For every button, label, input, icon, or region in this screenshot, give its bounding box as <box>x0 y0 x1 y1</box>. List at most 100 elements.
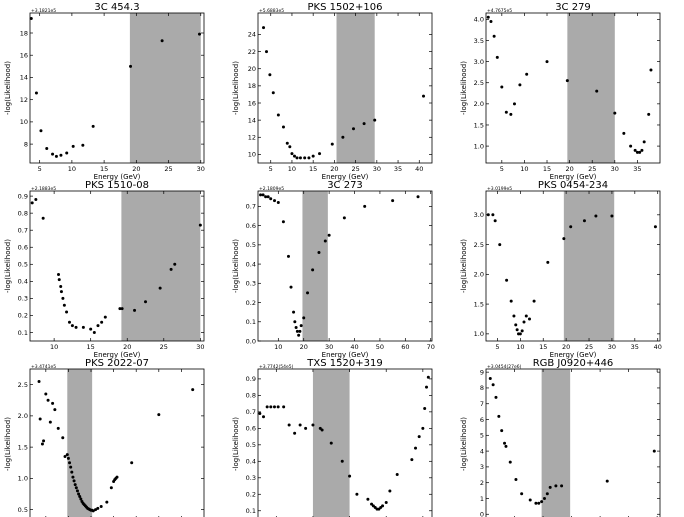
x-tick-label: 15 <box>309 165 317 173</box>
y-tick-label: 2.0 <box>18 412 28 420</box>
x-tick-label: 60 <box>401 343 409 351</box>
y-tick-label: 0.4 <box>18 278 28 286</box>
y-tick-label: 22 <box>248 48 256 56</box>
data-point <box>29 17 33 21</box>
data-point <box>173 262 177 266</box>
offset-label: +3.0454(27e6) <box>487 364 522 370</box>
data-point <box>65 310 69 314</box>
x-tick-label: 10 <box>274 343 282 351</box>
y-tick-label: 0.1 <box>18 329 28 337</box>
data-point <box>363 204 367 208</box>
data-point <box>548 485 552 489</box>
offset-label: +4.7675e5 <box>487 8 512 14</box>
y-tick-label: 3.5 <box>474 37 484 45</box>
data-point <box>294 326 298 330</box>
data-point <box>70 470 74 474</box>
x-tick-label: 25 <box>585 343 593 351</box>
data-point <box>366 497 370 501</box>
x-axis-label: Energy (GeV) <box>94 173 141 181</box>
data-point <box>381 504 385 508</box>
data-point <box>302 316 306 320</box>
data-point <box>191 388 195 392</box>
data-point <box>68 461 72 465</box>
data-point <box>594 214 598 218</box>
data-point <box>71 475 75 479</box>
data-point <box>537 501 541 505</box>
y-tick-label: 0.1 <box>246 318 256 326</box>
data-point <box>330 142 334 146</box>
data-point <box>299 324 303 328</box>
data-point <box>488 376 492 380</box>
y-axis-label: -log(Likelihood) <box>460 61 468 115</box>
y-tick-label: 4.0 <box>474 16 484 24</box>
y-tick-label: 16 <box>248 99 256 107</box>
data-point <box>504 444 508 448</box>
data-point <box>266 195 270 199</box>
panel-5: 3C 273 +2.1809e5 10 20 30 40 50 60 70 0.0 0.1 0.2 0.… <box>232 180 435 359</box>
data-point <box>61 296 65 300</box>
y-tick-label: 2.0 <box>474 271 484 279</box>
data-point <box>542 496 546 500</box>
y-tick-label: 5 <box>480 432 484 440</box>
chart-title: PKS 2022-07 <box>85 358 149 369</box>
x-tick-label: 20 <box>565 165 573 173</box>
axes-frame <box>257 12 433 164</box>
x-axis-label: Energy (GeV) <box>322 173 369 181</box>
data-point <box>514 323 518 327</box>
data-point <box>647 112 651 116</box>
data-point <box>342 216 346 220</box>
y-tick-label: 6 <box>480 416 484 424</box>
x-tick-label: 50 <box>376 343 384 351</box>
offset-label: +5.6883e5 <box>259 8 284 14</box>
y-tick-label: 0 <box>480 511 484 517</box>
shaded-band <box>336 13 375 163</box>
x-tick-label: 15 <box>543 165 551 173</box>
x-tick-label: 30 <box>608 343 616 351</box>
data-point <box>276 113 280 117</box>
data-point <box>259 193 263 197</box>
panel-4: PKS 1510-08 +2.1883e5 10 15 20 25 30 0.1 0.2 0.3 0… <box>4 180 204 359</box>
y-tick-label: 1.5 <box>474 300 484 308</box>
data-point <box>391 199 395 203</box>
y-tick-label: 0.1 <box>246 507 256 515</box>
data-point <box>311 268 315 272</box>
data-point <box>75 489 79 493</box>
data-point <box>40 442 44 446</box>
y-tick-label: 9 <box>480 368 484 376</box>
data-point <box>546 260 550 264</box>
data-point <box>288 145 292 149</box>
data-point <box>524 314 528 318</box>
y-tick-label: 2.5 <box>18 381 28 389</box>
x-tick-label: 10 <box>50 343 58 351</box>
data-point <box>495 55 499 59</box>
data-point <box>67 320 71 324</box>
data-point <box>545 60 549 64</box>
data-point <box>421 426 425 430</box>
data-point <box>269 197 273 201</box>
data-point <box>622 131 626 135</box>
data-point <box>595 89 599 93</box>
data-point <box>293 431 297 435</box>
data-point <box>293 320 297 324</box>
data-point <box>489 19 493 23</box>
y-tick-label: 0.3 <box>246 474 256 482</box>
y-tick-label: 3 <box>480 463 484 471</box>
data-point <box>61 436 65 440</box>
data-point <box>41 216 45 220</box>
x-tick-label: 5 <box>500 165 504 173</box>
chart-title: RGB J0920+446 <box>533 358 614 369</box>
x-tick-label: 25 <box>160 343 168 351</box>
data-point <box>39 129 43 133</box>
y-tick-label: 0.7 <box>246 408 256 416</box>
y-axis-label: -log(Likelihood) <box>232 417 240 471</box>
axes-frame <box>29 12 205 164</box>
data-point <box>388 489 392 493</box>
offset-label: +3.0199e5 <box>487 186 512 192</box>
data-point <box>311 154 315 158</box>
data-point <box>317 251 321 255</box>
x-tick-label: 30 <box>196 343 204 351</box>
y-tick-label: 0.8 <box>18 209 28 217</box>
data-point <box>99 505 103 508</box>
axes-frame <box>257 368 433 517</box>
shaded-band <box>121 191 201 341</box>
